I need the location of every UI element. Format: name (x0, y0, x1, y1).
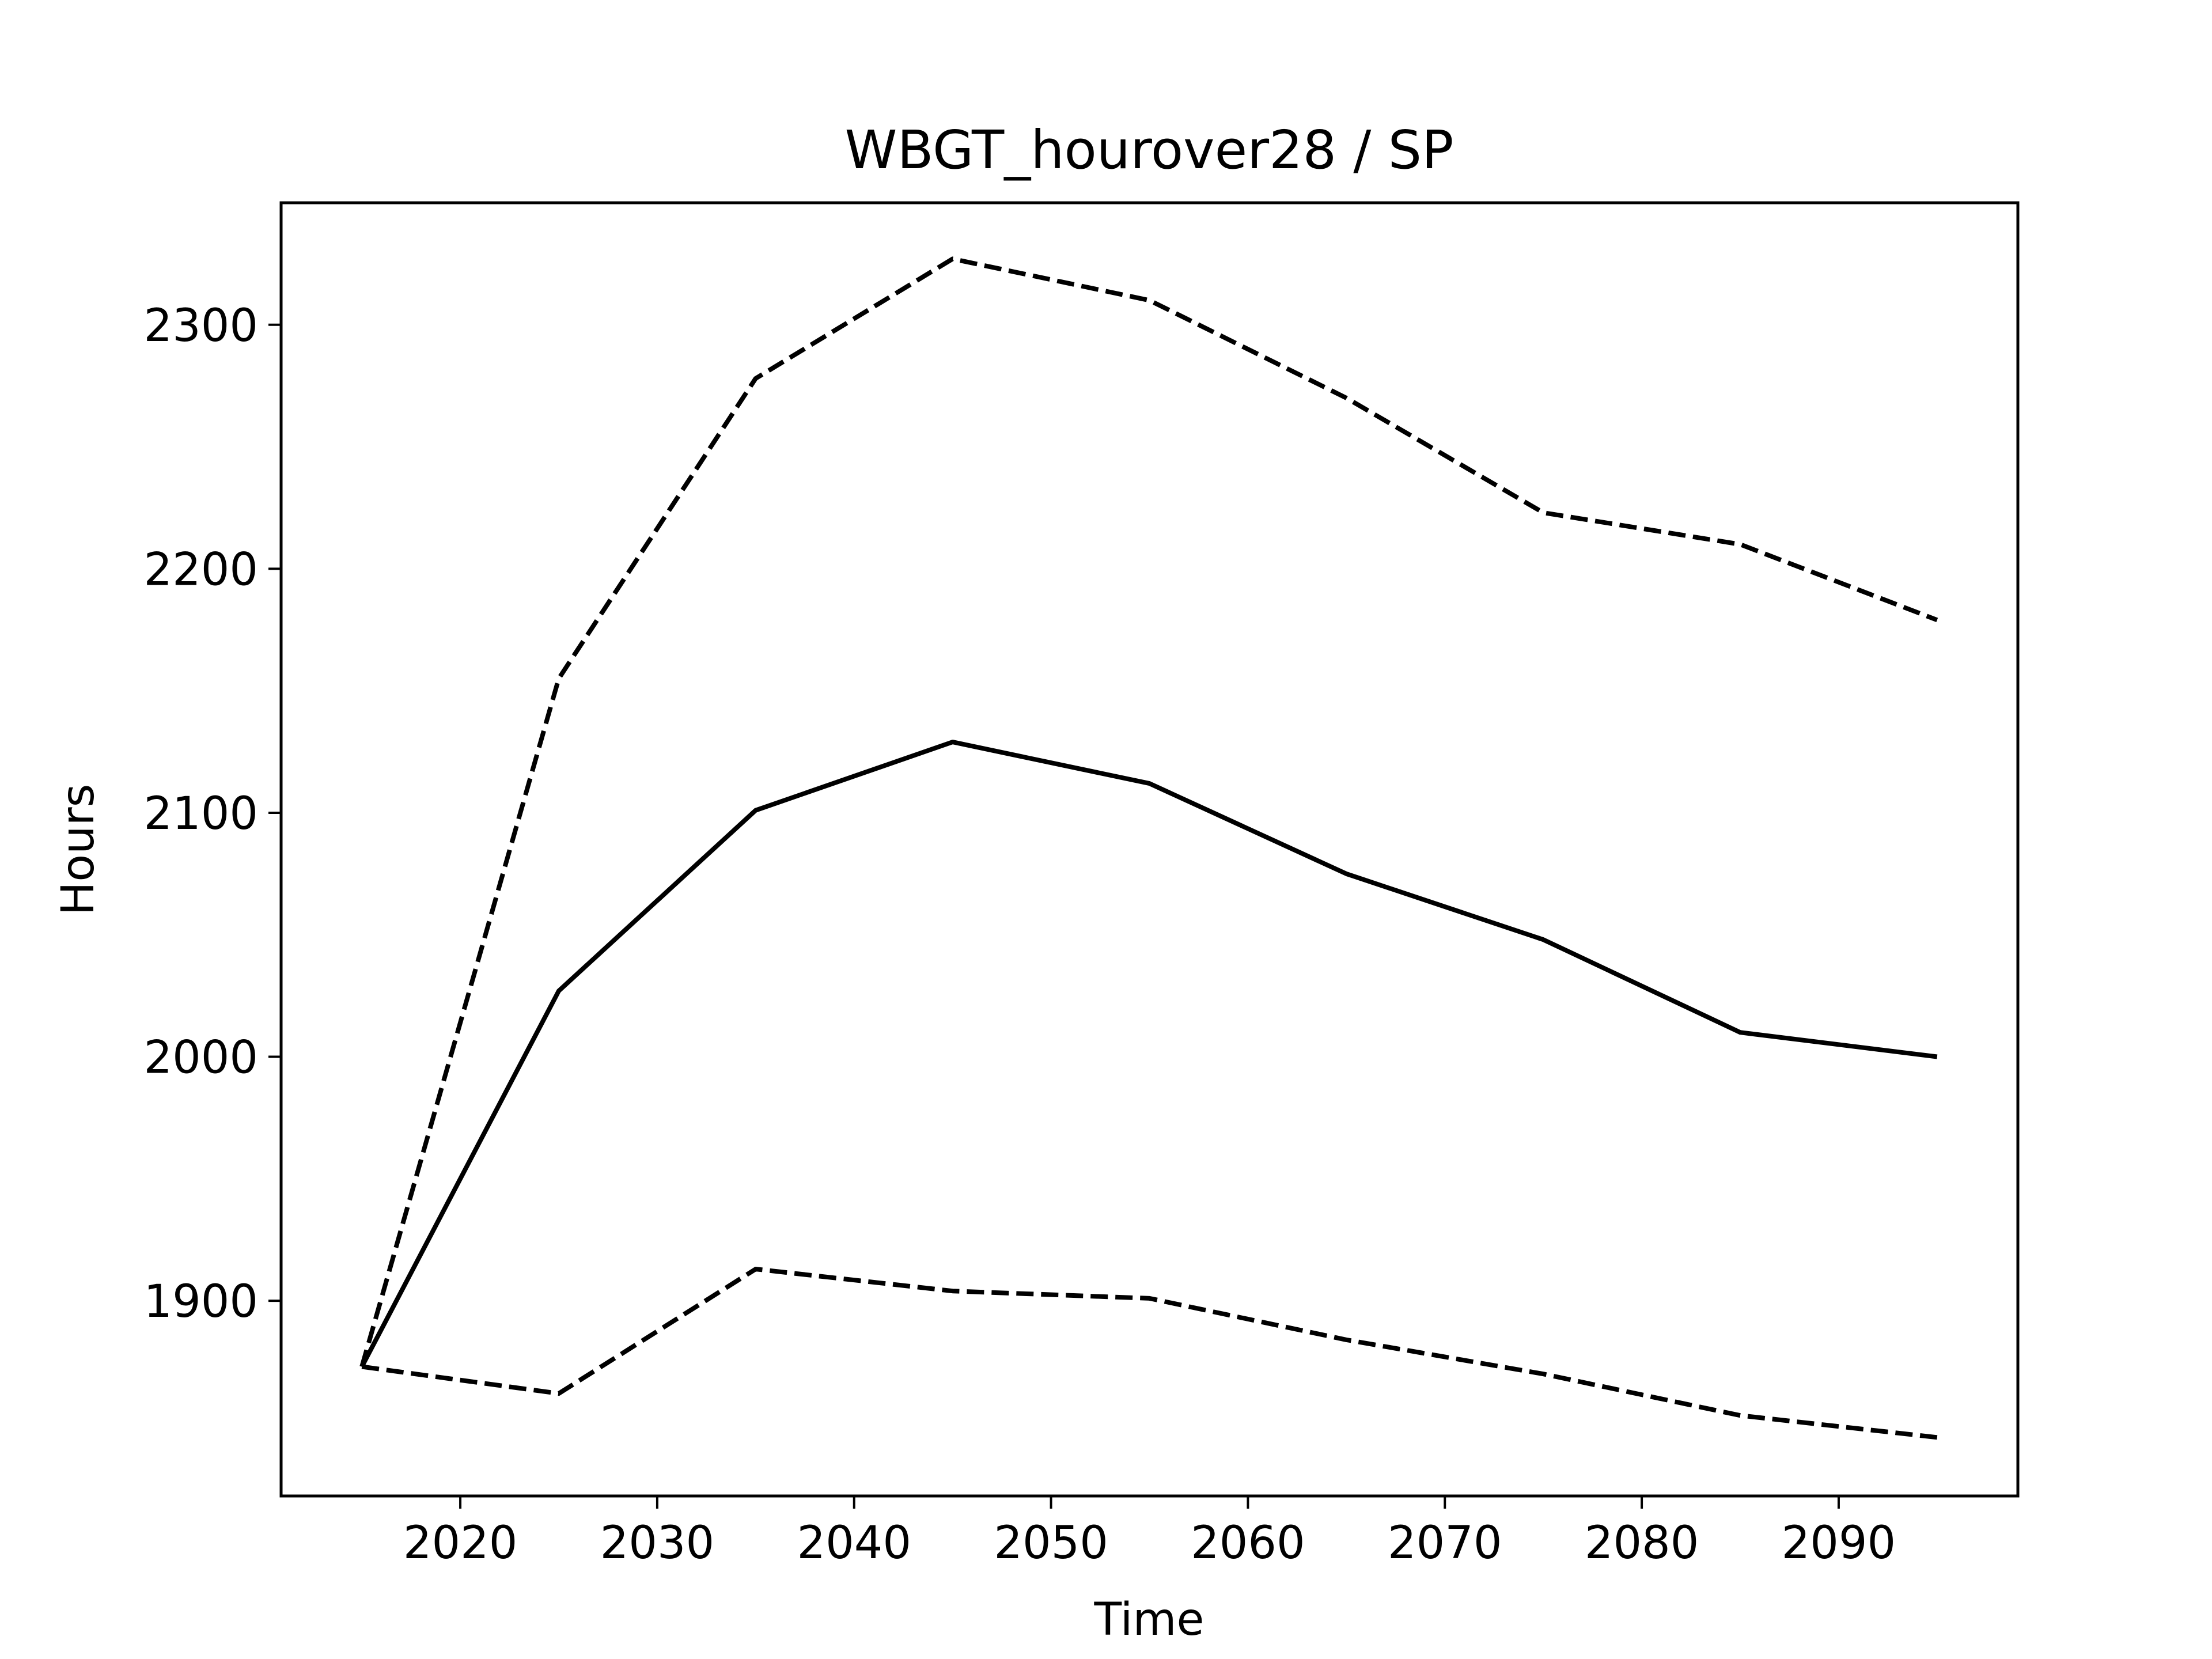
upper-bound-line (359, 256, 1938, 1368)
y-tick-label: 2200 (143, 544, 258, 596)
y-tick-label: 2300 (143, 300, 258, 352)
x-tick-label: 2030 (600, 1517, 715, 1569)
y-axis-label: Hours (52, 784, 104, 916)
ticks: 2020 2030 2040 2050 2060 2070 2080 2090 1900 2000… (143, 300, 1896, 1569)
plot-frame (279, 201, 2020, 1498)
x-tick-label: 2070 (1388, 1517, 1502, 1569)
x-tick-label: 2020 (403, 1517, 518, 1569)
x-tick-label: 2060 (1191, 1517, 1305, 1569)
x-tick-label: 2040 (797, 1517, 911, 1569)
x-tick-label: 2080 (1585, 1517, 1699, 1569)
chart-title: WBGT_hourover28 / SP (845, 119, 1454, 181)
y-tick-label: 1900 (143, 1276, 258, 1328)
lower-bound-line (361, 1267, 1938, 1440)
x-tick-label: 2050 (994, 1517, 1108, 1569)
series-group (359, 256, 1938, 1440)
x-axis-label: Time (1094, 1594, 1205, 1646)
y-tick-label: 2100 (143, 788, 258, 840)
y-tick-label: 2000 (143, 1032, 258, 1084)
median-line (359, 740, 1938, 1368)
x-tick-label: 2090 (1782, 1517, 1896, 1569)
